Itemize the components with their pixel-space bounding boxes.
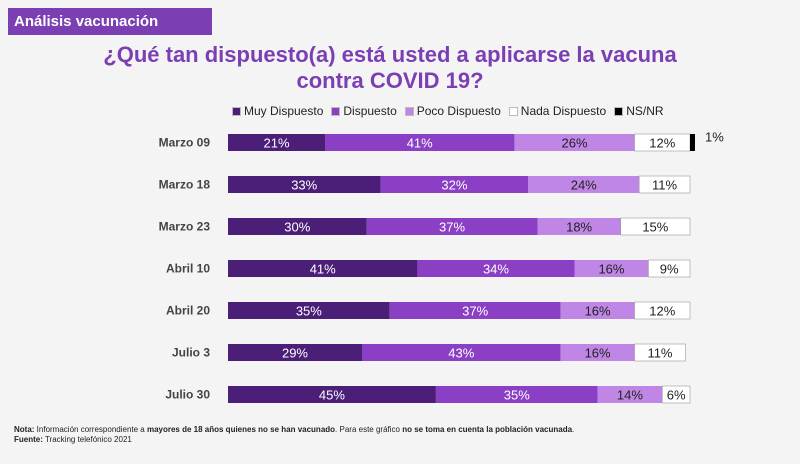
data-label: 12% xyxy=(649,304,675,319)
data-label: 45% xyxy=(319,388,345,403)
bar-segment xyxy=(638,175,691,194)
bar-segment xyxy=(528,176,640,193)
bar-segment xyxy=(574,260,649,277)
bar-segment xyxy=(634,343,686,362)
legend-swatch xyxy=(404,106,414,116)
chart-legend: Muy Dispuesto Dispuesto Poco Dispuesto Nada… xyxy=(232,103,672,119)
data-label: 11% xyxy=(647,346,672,361)
data-label: 37% xyxy=(439,220,465,235)
bar-segment xyxy=(690,134,695,151)
note-text-3: . xyxy=(572,425,575,434)
data-label: 14% xyxy=(617,388,643,403)
category-label: Julio 30 xyxy=(165,388,210,402)
data-label: 33% xyxy=(291,178,317,193)
source-line: Fuente: Tracking telefónico 2021 xyxy=(14,435,574,445)
data-label: 24% xyxy=(571,178,597,193)
note-bold-1: mayores de 18 años quienes no se han vac… xyxy=(146,425,336,434)
legend-item: Dispuesto xyxy=(331,104,397,118)
data-label: 43% xyxy=(448,346,474,361)
data-label: 12% xyxy=(649,136,675,151)
chart-title-line-1: ¿Qué tan dispuesto(a) está usted a aplic… xyxy=(103,42,677,67)
note-label: Nota: xyxy=(14,425,35,434)
bar-segment xyxy=(417,260,575,277)
bar-segment xyxy=(597,386,663,403)
data-label: 32% xyxy=(441,178,467,193)
data-label: 34% xyxy=(483,262,509,277)
legend-swatch xyxy=(232,106,241,116)
legend-swatch xyxy=(614,106,624,116)
bar-segment xyxy=(560,302,635,319)
bar-segment xyxy=(389,302,561,319)
bar-segment xyxy=(514,134,635,151)
bar-segment xyxy=(661,385,691,404)
legend-label: Muy Dispuesto xyxy=(244,104,324,118)
note-text-2: . Para este gráfico xyxy=(335,425,403,434)
bar-segment xyxy=(228,344,362,361)
legend-swatch xyxy=(508,106,518,116)
data-label: 11% xyxy=(652,178,677,193)
note-line: Nota: Información correspondiente a mayo… xyxy=(14,425,574,435)
legend-item: Poco Dispuesto xyxy=(404,104,501,118)
bar-segment xyxy=(648,259,691,278)
legend-item: NS/NR xyxy=(614,104,664,118)
legend-label: Nada Dispuesto xyxy=(520,104,607,118)
category-label: Marzo 18 xyxy=(159,178,211,192)
data-label: 16% xyxy=(585,304,611,319)
bar-segment xyxy=(361,344,561,361)
bar-segment xyxy=(366,218,538,235)
data-label: 41% xyxy=(407,136,433,151)
source-label: Fuente: xyxy=(14,435,43,444)
source-text: Tracking telefónico 2021 xyxy=(42,435,132,444)
bar-segment xyxy=(228,176,381,193)
category-label: Julio 3 xyxy=(172,346,210,360)
bar-segment xyxy=(634,301,691,320)
bar-segment xyxy=(228,260,418,277)
legend-label: NS/NR xyxy=(626,104,664,118)
bar-segment xyxy=(228,134,326,151)
bar-segment xyxy=(537,218,621,235)
data-label: 35% xyxy=(504,388,530,403)
bar-segment xyxy=(435,386,598,403)
bar-segment xyxy=(620,217,691,236)
data-label: 16% xyxy=(585,346,611,361)
footnote: Nota: Información correspondiente a mayo… xyxy=(14,425,574,445)
category-label: Marzo 09 xyxy=(159,136,211,150)
category-label: Abril 10 xyxy=(166,262,210,276)
bar-segment xyxy=(228,302,390,319)
bar-segment xyxy=(228,218,367,235)
data-label: 18% xyxy=(566,220,592,235)
legend-label: Dispuesto xyxy=(343,104,397,118)
legend-item: Muy Dispuesto xyxy=(232,104,323,118)
stacked-bar-chart: Marzo 09 21% 41% 26% 12% 1% Marzo 18 33% 32% 24% 1… xyxy=(159,130,724,404)
data-label: 35% xyxy=(296,304,322,319)
data-label: 21% xyxy=(263,136,289,151)
bar-segment xyxy=(325,134,515,151)
data-label: 29% xyxy=(282,346,308,361)
note-bold-2: no se toma en cuenta la población vacuna… xyxy=(402,425,573,434)
data-label: 41% xyxy=(310,262,336,277)
data-label: 15% xyxy=(642,220,668,235)
category-label: Marzo 23 xyxy=(159,220,211,234)
bar-segment xyxy=(380,176,529,193)
bar-segment xyxy=(560,344,635,361)
data-label: 16% xyxy=(598,262,624,277)
legend-item: Nada Dispuesto xyxy=(508,104,607,118)
data-label: 30% xyxy=(284,220,310,235)
legend-label: Poco Dispuesto xyxy=(416,104,501,118)
bar-segment xyxy=(228,386,436,403)
data-label: 9% xyxy=(660,262,679,277)
chart-title-line-2: contra COVID 19? xyxy=(296,68,484,93)
data-label: 1% xyxy=(705,130,724,145)
category-label: Abril 20 xyxy=(166,304,210,318)
chart-title: ¿Qué tan dispuesto(a) está usted a aplic… xyxy=(60,42,720,94)
data-label: 6% xyxy=(667,388,686,403)
data-label: 37% xyxy=(462,304,488,319)
section-tag: Análisis vacunación xyxy=(8,8,212,35)
data-label: 26% xyxy=(561,136,587,151)
note-text-1: Información correspondiente a xyxy=(34,425,147,434)
legend-swatch xyxy=(331,106,341,116)
